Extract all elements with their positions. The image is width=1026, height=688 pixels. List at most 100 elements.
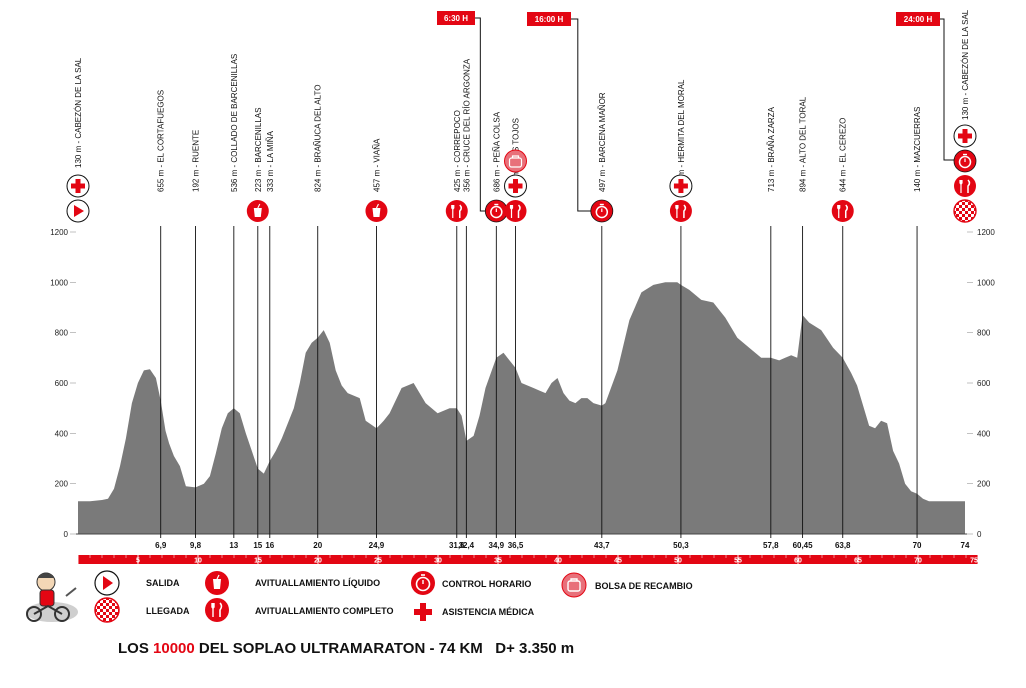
legend-asistencia-medica: ASISTENCIA MÉDICA [442, 607, 535, 617]
km-scale-label: 30 [434, 558, 442, 565]
km-scale-label: 45 [614, 558, 622, 565]
waypoint-label: 644 m - EL CEREZO [839, 118, 848, 192]
waypoint-label: 497 m - BARCENA MAÑOR [598, 92, 607, 192]
km-scale-label: 40 [554, 558, 562, 565]
title-highlight: 10000 [153, 640, 195, 657]
time-box-label: 24:00 H [904, 15, 933, 24]
waypoint-label: 223 m - BARCENILLAS [254, 108, 263, 192]
x-tick-label: 6,9 [155, 541, 167, 550]
y-tick-label-left: 1200 [50, 228, 68, 237]
y-tick-label-right: 400 [977, 429, 991, 438]
start-icon [94, 570, 120, 596]
waypoint-label: 192 m - RUENTE [191, 130, 200, 192]
bag-icon [504, 149, 528, 173]
x-tick-label: 57,8 [763, 541, 779, 550]
time-control-icon [410, 570, 436, 596]
y-tick-label-left: 0 [64, 530, 69, 539]
km-scale-label: 15 [254, 558, 262, 565]
x-tick-label: 60,45 [793, 541, 814, 550]
y-tick-label-right: 600 [977, 379, 991, 388]
waypoint-label: 655 m - EL CORTAFUEGOS [157, 90, 166, 192]
waypoint-label: 333 m - LA MIÑA [266, 130, 275, 192]
profile-area [78, 282, 965, 534]
waypoint-label: 686 m - PEÑA COLSA [492, 111, 501, 192]
x-tick-label: 31,6 [449, 541, 465, 550]
km-scale-label: 5 [136, 558, 140, 565]
legend-bolsa-recambio: BOLSA DE RECAMBIO [595, 581, 693, 591]
y-tick-label-left: 400 [55, 429, 69, 438]
start-icon [66, 199, 90, 223]
y-tick-label-left: 200 [55, 480, 69, 489]
legend-avit-liquido: AVITUALLAMIENTO LÍQUIDO [255, 578, 381, 588]
x-tick-label: 13 [229, 541, 238, 550]
medical-assistance-icon [410, 599, 436, 625]
medical-icon [669, 174, 693, 198]
y-tick-label-left: 1000 [50, 278, 68, 287]
food-icon [504, 200, 527, 222]
km-scale-label: 50 [674, 558, 682, 565]
full-refreshment-icon [204, 597, 230, 623]
time-connector [475, 17, 486, 212]
waypoint-label: 894 m - ALTO DEL TORAL [799, 96, 808, 192]
km-scale-label: 75 [970, 558, 978, 565]
finish-icon [953, 199, 977, 223]
y-tick-label-left: 800 [55, 329, 69, 338]
time-connector [940, 18, 954, 161]
waypoint-label: 536 m - COLLADO DE BARCENILLAS [230, 54, 239, 192]
control-icon [590, 199, 614, 223]
medical-icon [953, 124, 977, 148]
y-tick-label-right: 1200 [977, 228, 995, 237]
mascot-logo [12, 566, 82, 628]
medical-icon [66, 174, 90, 198]
x-tick-label: 9,8 [190, 541, 202, 550]
control-icon [484, 199, 508, 223]
time-box [437, 11, 475, 25]
drop-bag-icon [561, 572, 587, 598]
x-tick-label: 15 [253, 541, 262, 550]
x-tick-label: 43,7 [594, 541, 610, 550]
food-icon [954, 175, 976, 197]
legend-salida: SALIDA [146, 578, 180, 588]
y-tick-label-right: 1000 [977, 278, 995, 287]
km-scale-label: 60 [794, 558, 802, 565]
waypoint-label: 989 m - HERMITA DEL MORAL [677, 79, 686, 192]
time-box [527, 12, 571, 26]
time-box [896, 12, 940, 26]
title-pre: LOS [118, 640, 154, 657]
legend-avit-completo: AVITUALLAMIENTO COMPLETO [255, 606, 394, 616]
control-icon [953, 149, 977, 173]
page-title: LOS 10000 DEL SOPLAO ULTRAMARATON - 74 K… [118, 640, 574, 657]
km-scale-label: 65 [854, 558, 862, 565]
legend-control-horario: CONTROL HORARIO [442, 579, 532, 589]
km-scale-label: 55 [734, 558, 742, 565]
x-tick-label: 74 [961, 541, 970, 550]
x-tick-label: 70 [913, 541, 922, 550]
km-scale-label: 25 [374, 558, 382, 565]
waypoint-label: 130 m - CABEZÓN DE LA SAL [961, 9, 970, 120]
food-icon [669, 200, 692, 222]
liquid-icon [246, 200, 269, 222]
km-scale-label: 35 [494, 558, 502, 565]
km-scale-label: 10 [194, 558, 202, 565]
title-post: DEL SOPLAO ULTRAMARATON - 74 KM D+ 3.350… [194, 640, 575, 657]
x-tick-label: 50,3 [673, 541, 689, 550]
x-tick-label: 36,5 [508, 541, 524, 550]
y-tick-label-right: 0 [977, 530, 982, 539]
finish-icon [94, 597, 120, 623]
time-box-label: 6:30 H [444, 14, 468, 23]
waypoint-label: 140 m - MAZCUERRAS [913, 107, 922, 192]
x-tick-label: 16 [265, 541, 274, 550]
waypoint-label: 457 m - VIAÑA [372, 138, 381, 192]
km-scale-label: 20 [314, 558, 322, 565]
liquid-icon [365, 200, 388, 222]
x-tick-label: 20 [313, 541, 322, 550]
km-scale-label: 70 [914, 558, 922, 565]
medical-icon [504, 174, 528, 198]
time-connector [571, 18, 591, 212]
food-icon [445, 200, 468, 222]
y-tick-label-right: 800 [977, 329, 991, 338]
x-tick-label: 34,9 [489, 541, 505, 550]
x-tick-label: 32,4 [459, 541, 475, 550]
